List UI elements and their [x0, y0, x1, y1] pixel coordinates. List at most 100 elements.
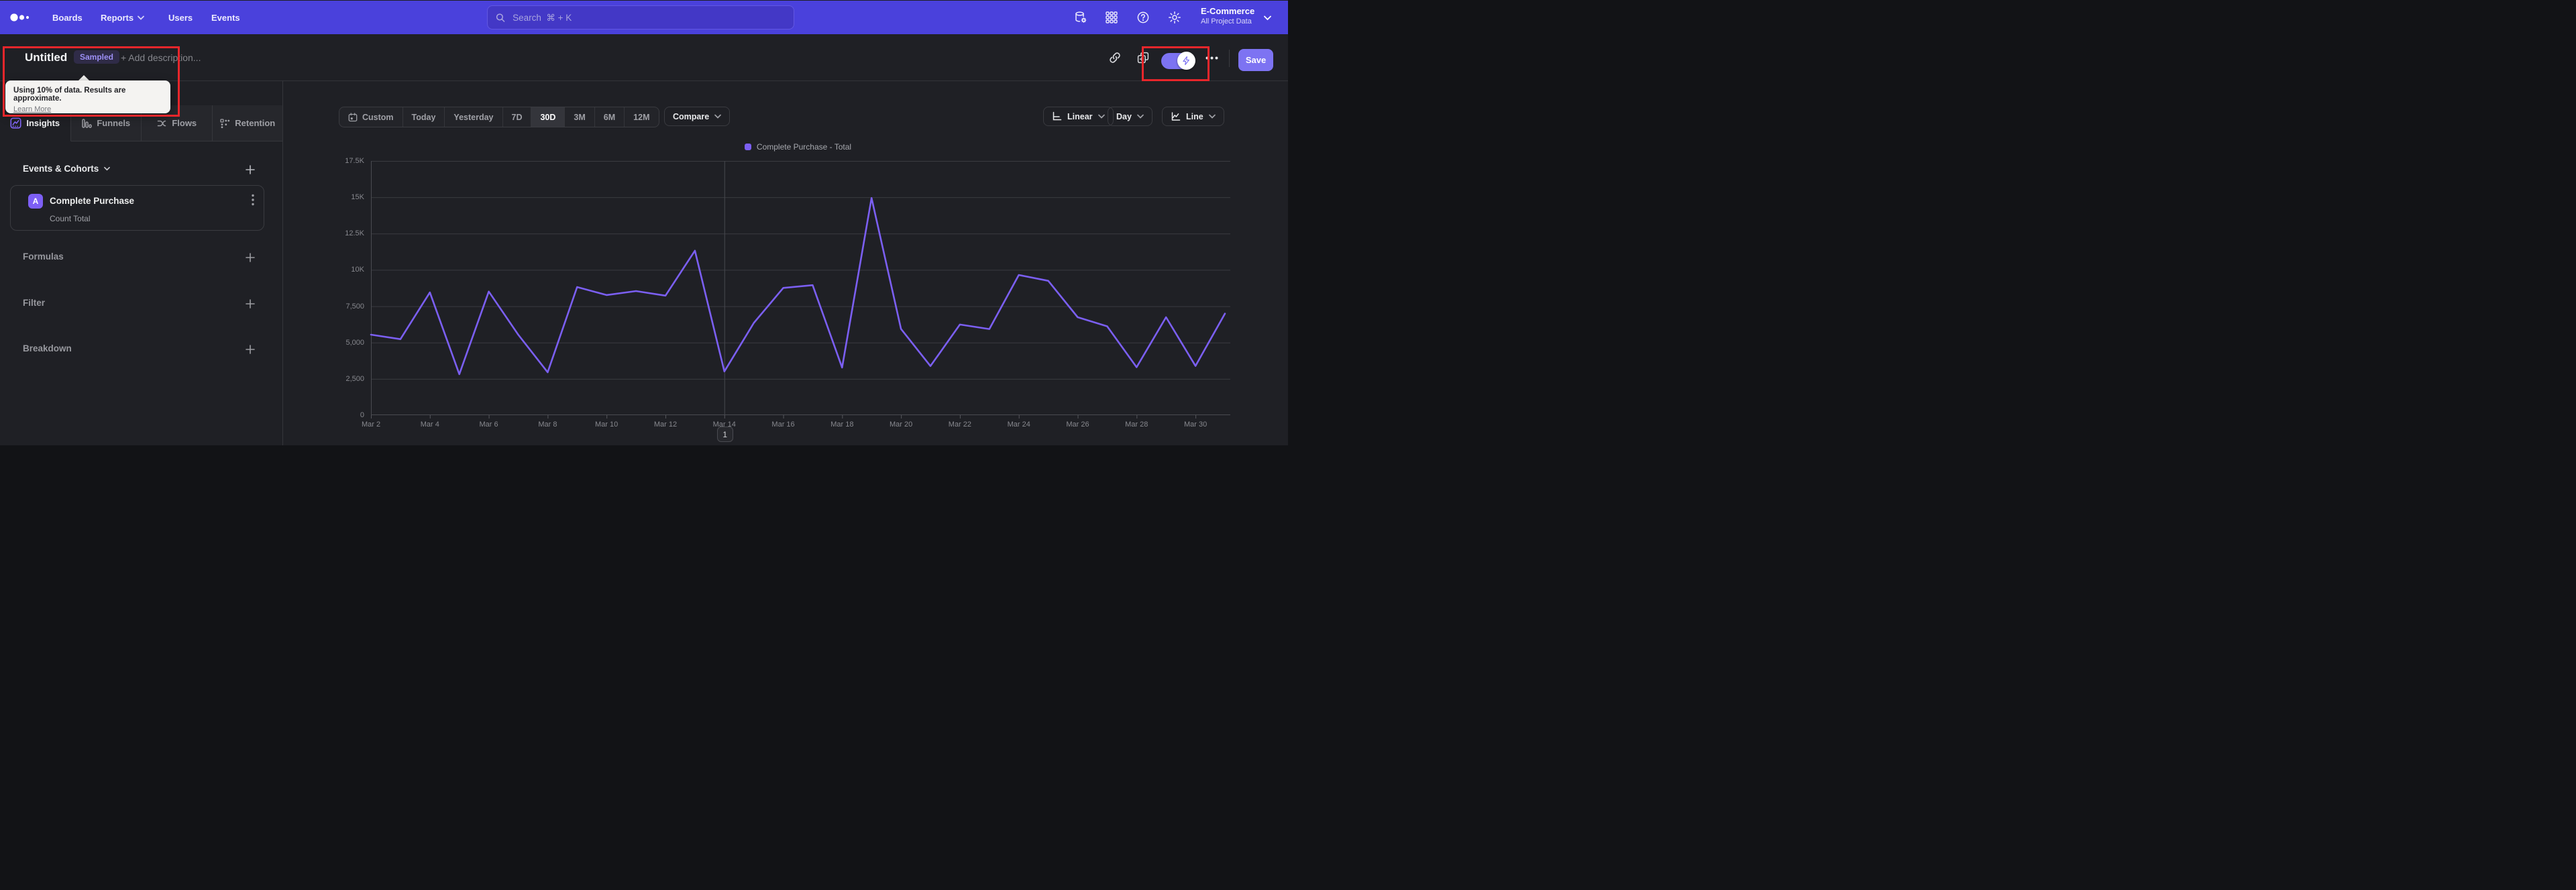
scale-dropdown[interactable]: Linear — [1043, 107, 1114, 126]
x-axis-label: Mar 2 — [361, 421, 381, 429]
help-icon[interactable] — [1136, 11, 1150, 24]
toolbar-divider — [1229, 50, 1230, 67]
sampling-toggle[interactable] — [1161, 52, 1195, 70]
project-chevron-down-icon[interactable] — [1264, 15, 1271, 21]
nav-item-label: Users — [168, 12, 193, 23]
y-axis-label: 5,000 — [345, 338, 364, 347]
plus-icon — [246, 299, 255, 309]
chart-legend[interactable]: Complete Purchase - Total — [371, 142, 1225, 152]
x-axis-label: Mar 28 — [1125, 421, 1148, 429]
apps-grid-icon[interactable] — [1105, 11, 1118, 24]
add-description-button[interactable]: + Add description... — [121, 52, 201, 63]
nav-item-users[interactable]: Users — [168, 1, 193, 34]
add-filter-button[interactable] — [244, 297, 257, 311]
nav-item-label: Boards — [52, 12, 83, 23]
linear-scale-icon — [1053, 111, 1062, 121]
tab-label: Funnels — [97, 118, 131, 128]
range-custom[interactable]: Custom — [339, 107, 403, 127]
line-chart-icon — [1171, 112, 1181, 121]
chevron-down-icon — [104, 166, 111, 171]
funnels-icon — [82, 118, 93, 128]
x-axis-label: Mar 6 — [479, 421, 498, 429]
report-title[interactable]: Untitled — [25, 51, 68, 64]
add-event-button[interactable] — [244, 163, 257, 176]
chart-type-dropdown[interactable]: Line — [1162, 107, 1224, 126]
lightning-icon — [1183, 56, 1189, 65]
range-yesterday[interactable]: Yesterday — [445, 107, 503, 127]
chevron-down-icon — [138, 15, 145, 20]
event-metric[interactable]: Count Total — [50, 214, 91, 223]
copy-link-icon[interactable] — [1109, 52, 1121, 64]
formulas-label: Formulas — [23, 252, 64, 262]
global-search[interactable] — [487, 5, 794, 30]
line-chart — [370, 161, 1230, 419]
annotation-marker[interactable]: 1 — [716, 427, 733, 442]
filter-header: Filter — [23, 298, 45, 308]
x-axis-label: Mar 16 — [771, 421, 795, 429]
y-axis-label: 17.5K — [345, 157, 364, 165]
filter-label: Filter — [23, 298, 46, 308]
chevron-down-icon — [1097, 114, 1105, 119]
insights-report-page: Boards Reports Users Events — [0, 0, 1288, 445]
date-range-selector: Custom Today Yesterday 7D 30D 3M 6M 12M — [339, 107, 659, 127]
add-breakdown-button[interactable] — [244, 343, 257, 356]
range-12m[interactable]: 12M — [625, 107, 658, 127]
compare-label: Compare — [673, 111, 710, 121]
y-axis-label: 7,500 — [345, 302, 364, 311]
x-axis-label: Mar 20 — [890, 421, 913, 429]
chevron-down-icon — [1208, 114, 1216, 119]
project-scope: All Project Data — [1201, 17, 1252, 25]
interval-dropdown[interactable]: Day — [1108, 107, 1152, 126]
report-title-bar — [0, 34, 1288, 81]
y-axis-label: 12.5K — [345, 229, 364, 238]
range-label: Today — [411, 112, 436, 122]
project-selector[interactable]: E-Commerce All Project Data — [1201, 6, 1254, 26]
chart-type-label: Line — [1186, 111, 1203, 121]
plus-icon — [246, 253, 255, 262]
add-to-board-icon[interactable] — [1137, 52, 1149, 64]
settings-gear-icon[interactable] — [1168, 11, 1181, 24]
compare-button[interactable]: Compare — [664, 107, 731, 126]
plus-icon — [246, 345, 255, 354]
nav-item-events[interactable]: Events — [211, 1, 240, 34]
x-axis-label: Mar 22 — [948, 421, 972, 429]
save-button[interactable]: Save — [1238, 49, 1273, 71]
nav-item-label: Events — [211, 12, 240, 23]
event-name[interactable]: Complete Purchase — [50, 196, 135, 206]
event-more-icon[interactable] — [252, 194, 254, 206]
search-input[interactable] — [511, 11, 786, 23]
nav-item-boards[interactable]: Boards — [52, 1, 83, 34]
tab-retention[interactable]: Retention — [212, 105, 282, 142]
breakdown-label: Breakdown — [23, 343, 72, 353]
sampled-badge[interactable]: Sampled — [74, 50, 120, 64]
x-axis-label: Mar 8 — [538, 421, 557, 429]
nav-item-label: Reports — [101, 12, 134, 23]
range-7d[interactable]: 7D — [503, 107, 532, 127]
legend-swatch — [744, 144, 751, 150]
insights-icon — [10, 117, 21, 129]
formulas-header: Formulas — [23, 252, 64, 262]
range-label: 30D — [540, 112, 556, 122]
add-formula-button[interactable] — [244, 251, 257, 264]
scale-label: Linear — [1067, 111, 1093, 121]
x-axis-label: Mar 18 — [830, 421, 854, 429]
more-options-icon[interactable] — [1205, 56, 1218, 60]
data-management-icon[interactable] — [1074, 11, 1087, 24]
tab-label: Insights — [26, 118, 60, 128]
learn-more-link[interactable]: Learn More — [13, 105, 52, 113]
range-6m[interactable]: 6M — [595, 107, 625, 127]
y-axis-label: 15K — [351, 193, 364, 202]
range-3m[interactable]: 3M — [565, 107, 595, 127]
range-today[interactable]: Today — [403, 107, 445, 127]
events-cohorts-header[interactable]: Events & Cohorts — [23, 164, 111, 174]
top-navigation-bar: Boards Reports Users Events — [0, 1, 1288, 34]
tab-label: Retention — [235, 118, 276, 128]
x-axis-label: Mar 4 — [420, 421, 439, 429]
mixpanel-logo-icon[interactable] — [9, 13, 31, 22]
search-icon — [496, 13, 505, 22]
nav-item-reports[interactable]: Reports — [101, 1, 145, 34]
event-row-complete-purchase[interactable]: A Complete Purchase Count Total — [10, 185, 264, 231]
project-name: E-Commerce — [1201, 6, 1255, 16]
tab-label: Flows — [172, 118, 197, 128]
range-30d[interactable]: 30D — [531, 107, 566, 127]
